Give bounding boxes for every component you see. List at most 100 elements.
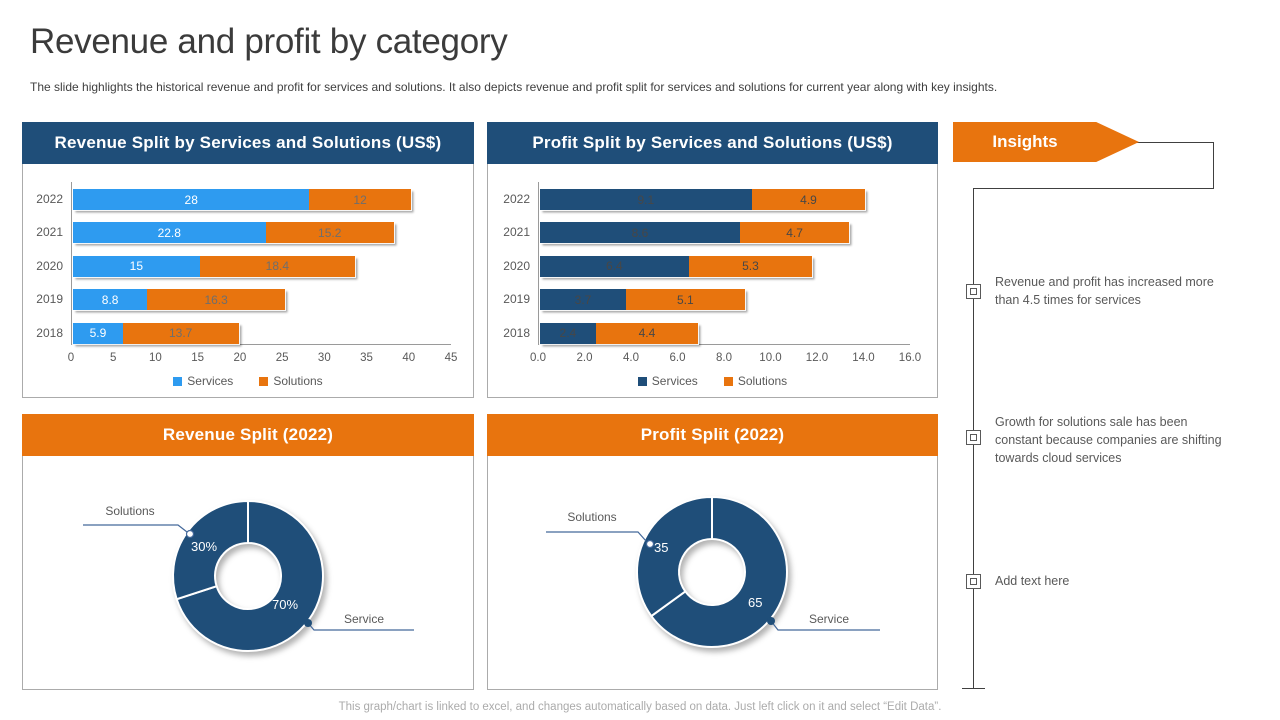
slice-value-service: 70% — [272, 597, 299, 612]
legend-item: Solutions — [259, 374, 323, 388]
bar-segment-services: 6.4 — [540, 255, 689, 277]
insights-connector-line — [1213, 142, 1214, 189]
x-tick-label: 10 — [149, 352, 162, 364]
x-tick-label: 0.0 — [530, 352, 546, 364]
bar-segment-solutions: 4.9 — [751, 189, 866, 210]
insights-connector-line — [973, 188, 1214, 189]
x-tick-label: 4.0 — [623, 352, 639, 364]
donut-slice-solutions — [172, 499, 249, 601]
legend-label: Solutions — [737, 374, 788, 388]
bar-value-label: 4.4 — [638, 326, 656, 341]
bar-stack: 8.8 16.3 — [72, 288, 286, 312]
slice-label-service: Service — [343, 612, 384, 626]
bar-value-label: 5.3 — [742, 259, 759, 274]
x-tick-label: 16.0 — [898, 352, 922, 364]
slice-label-solutions: Solutions — [105, 504, 155, 518]
bar-segment-services: 2.4 — [540, 322, 596, 344]
bar-value-label: 3.7 — [574, 292, 592, 307]
insight-item-3-placeholder[interactable]: Add text here — [995, 574, 1070, 588]
plot-area: 28 12 22.8 15.2 15 18.4 8.8 16.3 5.9 13.7 — [71, 182, 451, 345]
category-label: 2020 — [503, 258, 530, 273]
bar-value-label: 2.4 — [559, 326, 577, 341]
x-tick-label: 15 — [191, 352, 205, 364]
bar-value-label: 5.1 — [676, 292, 694, 307]
bar-stack: 28 12 — [72, 188, 412, 211]
bar-stack: 22.8 15.2 — [72, 221, 395, 245]
slice-value-solutions: 30% — [191, 539, 218, 554]
bar-value-label: 5.9 — [89, 326, 107, 341]
bar-stack: 3.7 5.1 — [539, 288, 746, 312]
bar-value-label: 12 — [353, 192, 367, 207]
bar-stack: 9.1 4.9 — [538, 188, 867, 211]
legend-item: Solutions — [723, 374, 788, 388]
chart-title: Profit Split by Services and Solutions (… — [487, 122, 938, 164]
x-tick-label: 20 — [233, 352, 247, 364]
insights-connector-endcap — [962, 688, 985, 689]
chart-panel-revenue-history[interactable]: Revenue Split by Services and Solutions … — [22, 122, 474, 398]
category-label: 2019 — [503, 292, 530, 307]
insights-header-banner: Insights — [953, 122, 1139, 162]
chart-panel-profit-donut[interactable]: Profit Split (2022) Solutions 35 65 Serv… — [487, 414, 938, 690]
insight-item-1: Revenue and profit has increased more th… — [995, 275, 1214, 307]
legend-label: Services — [651, 374, 698, 388]
chart-panel-profit-history[interactable]: Profit Split by Services and Solutions (… — [487, 122, 938, 398]
slice-label-service: Service — [808, 612, 849, 626]
bar-segment-services: 28 — [73, 189, 310, 210]
bar-segment-services: 9.1 — [540, 189, 752, 210]
callout-marker-solutions — [185, 529, 195, 539]
legend-label: Solutions — [273, 374, 323, 388]
callout-line-solutions — [546, 531, 647, 542]
bar-segment-solutions: 5.1 — [626, 289, 745, 311]
bar-segment-services: 22.8 — [73, 222, 266, 244]
callout-marker-service — [304, 619, 312, 627]
chart-panel-revenue-donut[interactable]: Revenue Split (2022) Solutions 30% 70% S… — [22, 414, 474, 690]
bar-value-label: 9.1 — [637, 192, 655, 207]
bar-segment-solutions: 12 — [309, 189, 411, 210]
x-tick-label: 45 — [444, 352, 458, 364]
bar-segment-services: 3.7 — [540, 289, 627, 311]
plot-area: 9.1 4.9 8.6 4.7 6.4 5.3 3.7 5.1 2.4 4.4 — [538, 182, 910, 345]
page-title: Revenue and profit by category — [30, 22, 508, 61]
chart-title: Revenue Split (2022) — [22, 414, 474, 456]
insight-bullet-icon — [966, 430, 981, 445]
insight-bullet-inner-icon — [970, 288, 977, 295]
chart-body: 28 12 22.8 15.2 15 18.4 8.8 16.3 5.9 13.7 2022 2021… — [22, 164, 474, 398]
legend-item: Services — [173, 374, 233, 388]
x-tick-label: 35 — [360, 352, 373, 364]
donut-slices — [172, 499, 324, 652]
category-label: 2018 — [503, 325, 530, 340]
x-tick-label: 25 — [275, 352, 289, 364]
category-label: 2020 — [36, 258, 63, 273]
bar-stack: 15 18.4 — [71, 254, 357, 278]
x-tick-label: 0 — [67, 352, 75, 364]
chart-title: Revenue Split by Services and Solutions … — [22, 122, 474, 164]
bar-segment-solutions: 13.7 — [122, 322, 239, 344]
bar-value-label: 6.4 — [606, 259, 623, 274]
category-label: 2021 — [503, 225, 530, 240]
donut-slices — [636, 495, 788, 648]
chart-title: Profit Split (2022) — [487, 414, 938, 456]
x-tick-label: 8.0 — [716, 352, 732, 364]
bar-stack: 2.4 4.4 — [538, 321, 700, 345]
bar-value-label: 22.8 — [157, 225, 181, 240]
chart-body: 9.1 4.9 8.6 4.7 6.4 5.3 3.7 5.1 2.4 4.4 2022 2021 20… — [487, 164, 938, 398]
legend-swatch-icon — [259, 376, 269, 386]
x-tick-label: 40 — [402, 352, 416, 364]
insight-bullet-inner-icon — [970, 578, 977, 585]
bar-segment-solutions: 18.4 — [199, 255, 356, 277]
donut-chart-profit — [546, 495, 880, 648]
category-label: 2022 — [503, 192, 530, 206]
bar-stack: 6.4 5.3 — [538, 254, 814, 278]
slice-value-service: 65 — [748, 595, 763, 610]
bar-segment-solutions: 15.2 — [265, 222, 394, 244]
insight-item-2: Growth for solutions sale has been const… — [995, 415, 1222, 465]
legend: Services Solutions — [488, 374, 937, 388]
callout-line-solutions — [83, 524, 188, 533]
donut-chart-revenue — [83, 499, 414, 652]
insight-bullet-icon — [966, 574, 981, 589]
x-tick-label: 5 — [110, 352, 117, 364]
bar-segment-services: 15 — [73, 255, 200, 277]
category-label: 2018 — [36, 325, 63, 340]
donut-slice-service — [175, 499, 324, 652]
legend: Services Solutions — [23, 374, 473, 388]
